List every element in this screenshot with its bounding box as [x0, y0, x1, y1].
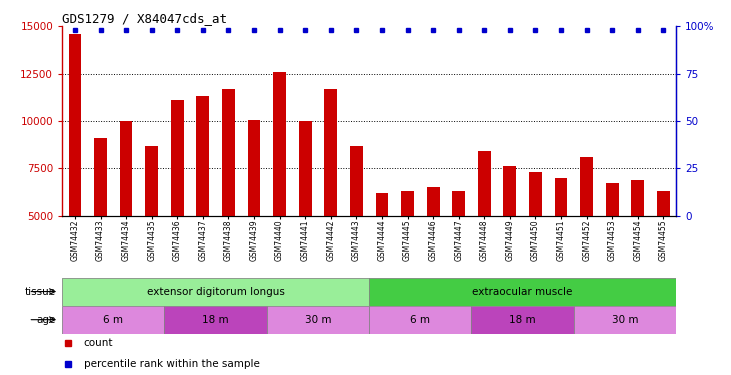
Bar [574, 306, 676, 334]
Bar [657, 191, 670, 216]
Bar [267, 306, 369, 334]
Text: 6 m: 6 m [103, 315, 124, 325]
Bar [580, 157, 593, 216]
Bar [69, 34, 81, 216]
Bar [369, 278, 676, 306]
Bar [120, 121, 132, 216]
Bar [273, 72, 286, 216]
Bar [62, 306, 164, 334]
Bar [369, 306, 471, 334]
Bar [504, 166, 516, 216]
Bar [222, 89, 235, 216]
Bar [529, 172, 542, 216]
Bar [62, 278, 369, 306]
Text: 6 m: 6 m [410, 315, 431, 325]
Text: tissue: tissue [25, 286, 56, 297]
Text: extraocular muscle: extraocular muscle [472, 286, 573, 297]
Text: age: age [37, 315, 56, 325]
Bar [350, 146, 363, 216]
Bar [94, 138, 107, 216]
Bar [555, 178, 567, 216]
Bar [478, 151, 491, 216]
Bar [606, 183, 618, 216]
Bar [248, 120, 260, 216]
Text: count: count [83, 338, 113, 348]
Bar [376, 193, 388, 216]
Bar [197, 96, 209, 216]
Text: GDS1279 / X84047cds_at: GDS1279 / X84047cds_at [62, 12, 227, 25]
Bar [164, 306, 267, 334]
Bar [632, 180, 644, 216]
Text: extensor digitorum longus: extensor digitorum longus [147, 286, 284, 297]
Bar [401, 191, 414, 216]
Bar [299, 121, 311, 216]
Text: 18 m: 18 m [510, 315, 536, 325]
Text: percentile rank within the sample: percentile rank within the sample [83, 359, 260, 369]
Text: 30 m: 30 m [305, 315, 331, 325]
Bar [145, 146, 158, 216]
Text: 30 m: 30 m [612, 315, 638, 325]
Text: 18 m: 18 m [202, 315, 229, 325]
Bar [325, 89, 337, 216]
Bar [427, 187, 439, 216]
Bar [452, 191, 465, 216]
Bar [171, 100, 183, 216]
Bar [471, 306, 574, 334]
